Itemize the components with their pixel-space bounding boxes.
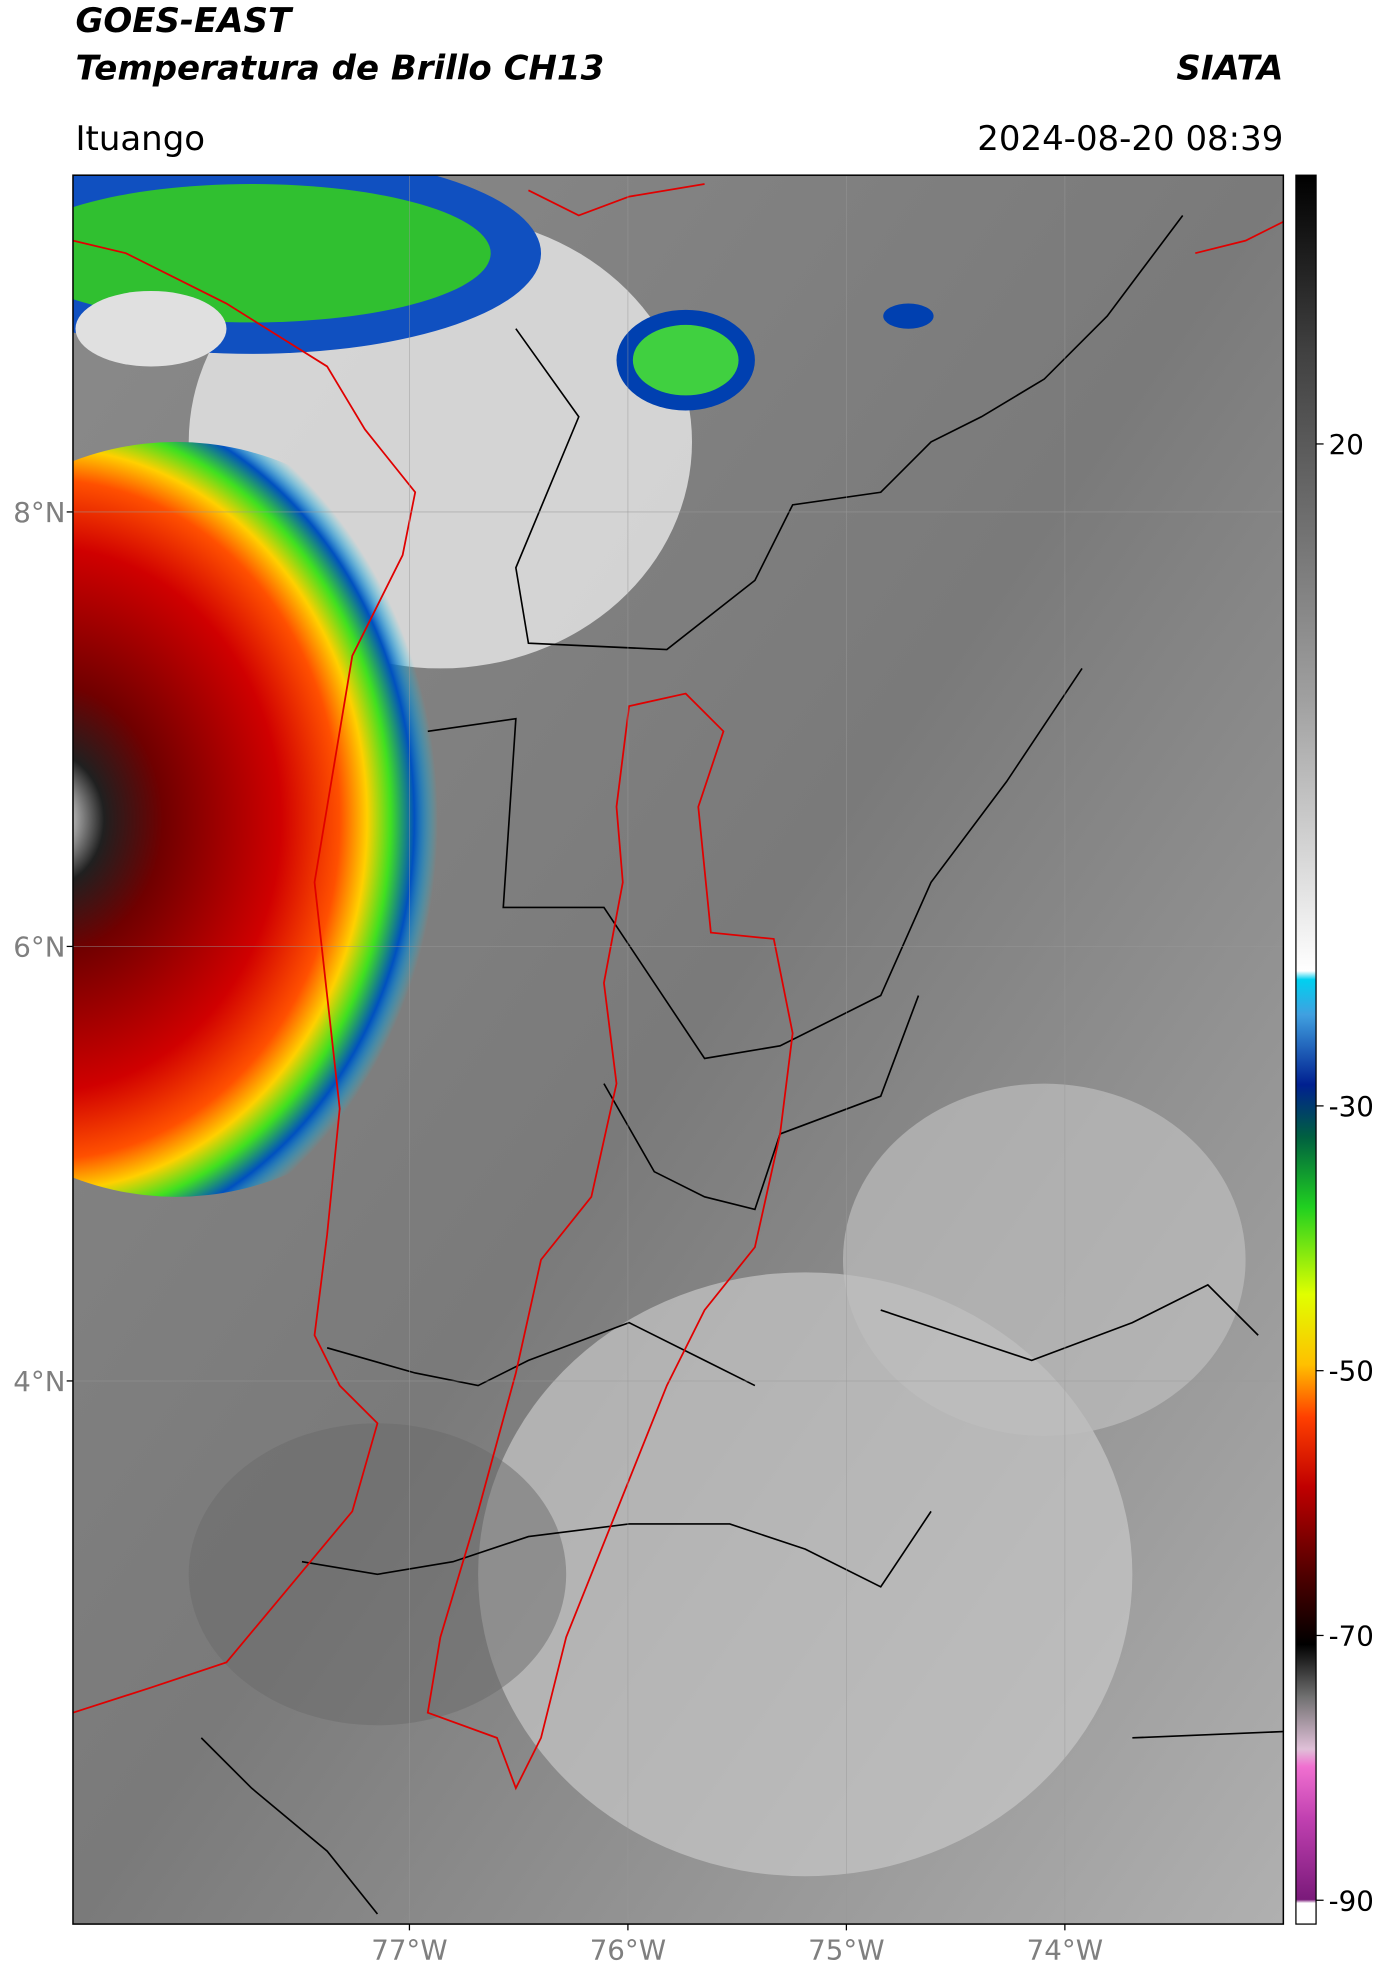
title: GOES-EAST [75,1,293,41]
colorbar-tick-label: -90 [1329,1884,1374,1917]
graticule [72,175,1284,1925]
satellite-image [72,175,1284,1925]
lat-tick-label: 4°N [13,1365,65,1398]
lon-tick-label: 75°W [808,1933,884,1966]
subtitle: Temperatura de Brillo CH13 [75,49,604,89]
map-frame [72,174,1285,1925]
colorbar-tick-label: -30 [1329,1090,1374,1123]
colorbar-tick-label: -70 [1329,1620,1374,1653]
lon-tick-label: 76°W [590,1933,666,1966]
timestamp: 2024-08-20 08:39 [977,119,1283,159]
colorbar [1295,174,1317,1925]
region-outline [72,183,1284,1791]
lat-tick-label: 8°N [13,496,65,529]
colorbar-tick-label: -50 [1329,1355,1374,1388]
lon-tick-label: 77°W [371,1933,447,1966]
brand: SIATA [1176,49,1283,89]
borders [200,214,1284,1915]
lat-tick-label: 6°N [13,931,65,964]
lon-tick-label: 74°W [1027,1933,1103,1966]
region: Ituango [75,119,205,159]
colorbar-tick-label: 20 [1329,428,1364,461]
